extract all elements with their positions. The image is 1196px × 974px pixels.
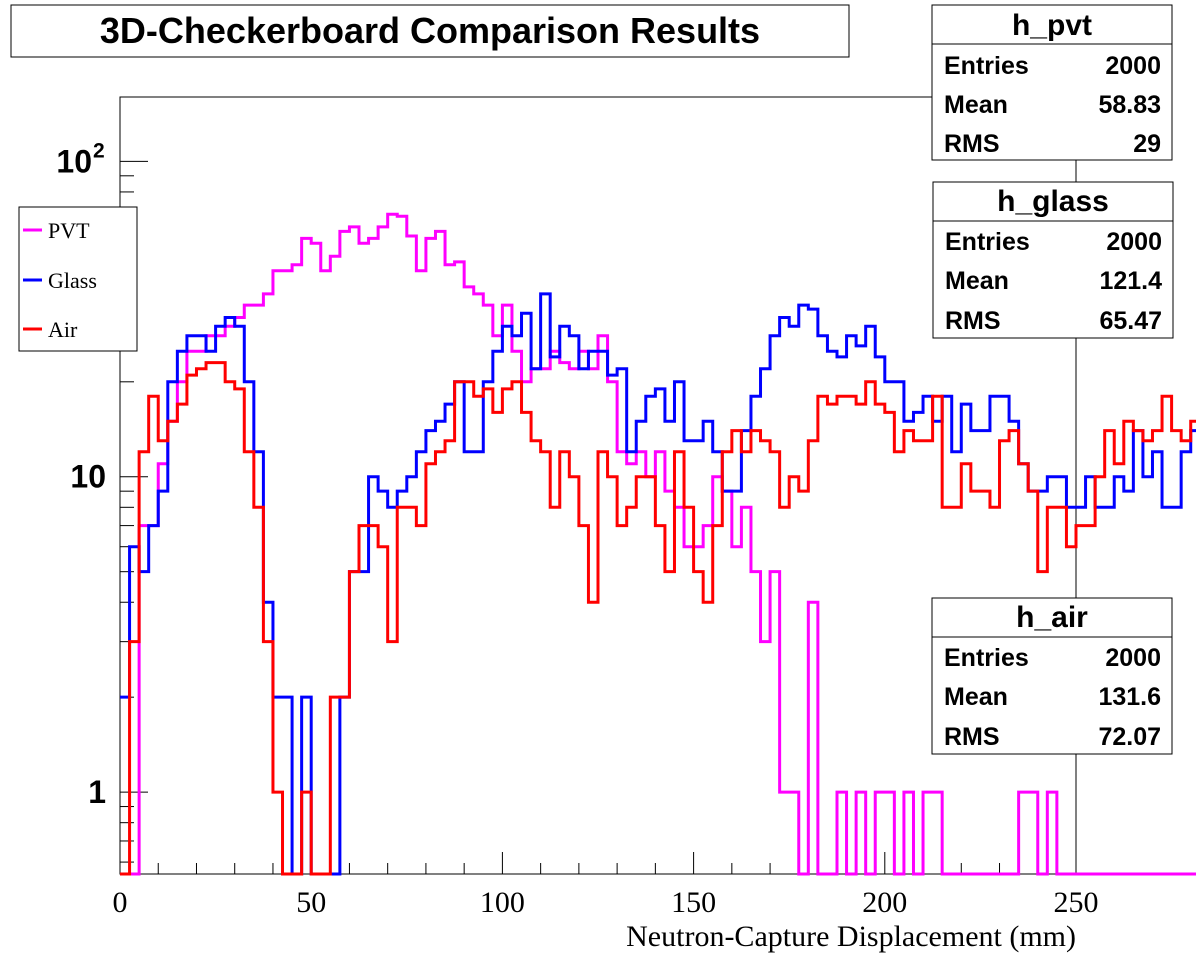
stats-label: RMS (944, 723, 1000, 751)
stats-label: Mean (945, 267, 1009, 295)
stats-value: 58.83 (1098, 91, 1161, 119)
stats-label: RMS (945, 307, 1001, 335)
legend: PVT Glass Air (18, 206, 138, 352)
stats-box-glass: h_glass Entries 2000 Mean 121.4 RMS 65.4… (932, 181, 1174, 339)
y-tick-label: 10 (70, 459, 106, 495)
x-tick-label: 200 (862, 886, 907, 919)
stats-value: 2000 (1105, 52, 1161, 80)
stats-value: 72.07 (1098, 723, 1161, 751)
stats-label: Mean (944, 683, 1008, 711)
stats-value: 2000 (1106, 228, 1162, 256)
legend-item-glass: Glass (23, 268, 97, 293)
stats-title: h_air (1016, 601, 1088, 634)
stats-value: 65.47 (1099, 307, 1162, 335)
series-line-glass (120, 292, 1196, 876)
histograms (120, 212, 1196, 876)
stats-label: Entries (944, 52, 1029, 80)
plot-frame (119, 96, 1077, 875)
x-tick-label: 0 (113, 886, 128, 919)
stats-label: Entries (944, 644, 1029, 672)
x-tick-label: 50 (296, 886, 326, 919)
y-tick-exponent: 2 (93, 139, 105, 162)
stats-title: h_glass (997, 185, 1109, 218)
series-line-pvt (120, 212, 1196, 876)
x-tick-label: 250 (1054, 886, 1099, 919)
legend-item-air: Air (23, 317, 78, 342)
legend-label: Glass (48, 268, 97, 293)
stats-label: Mean (944, 91, 1008, 119)
legend-label: Air (48, 317, 78, 342)
stats-box-air: h_air Entries 2000 Mean 131.6 RMS 72.07 (931, 597, 1173, 755)
legend-label: PVT (48, 218, 90, 243)
stats-box-pvt: h_pvt Entries 2000 Mean 58.83 RMS 29 (931, 4, 1173, 161)
series-line-air (120, 361, 1196, 876)
x-tick-label: 100 (480, 886, 525, 919)
title-box: 3D-Checkerboard Comparison Results (10, 4, 850, 58)
stats-value: 131.6 (1098, 683, 1161, 711)
x-axis-label: Neutron-Capture Displacement (mm) (626, 920, 1076, 953)
stats-label: RMS (944, 130, 1000, 158)
stats-value: 2000 (1105, 644, 1161, 672)
x-tick-label: 150 (671, 886, 716, 919)
chart-title: 3D-Checkerboard Comparison Results (100, 10, 760, 51)
y-tick-label: 10 (56, 143, 92, 179)
stats-title: h_pvt (1012, 9, 1092, 42)
y-tick-label: 1 (88, 774, 106, 810)
legend-item-pvt: PVT (23, 218, 90, 243)
stats-value: 29 (1133, 130, 1161, 158)
stats-value: 121.4 (1099, 267, 1162, 295)
stats-label: Entries (945, 228, 1030, 256)
